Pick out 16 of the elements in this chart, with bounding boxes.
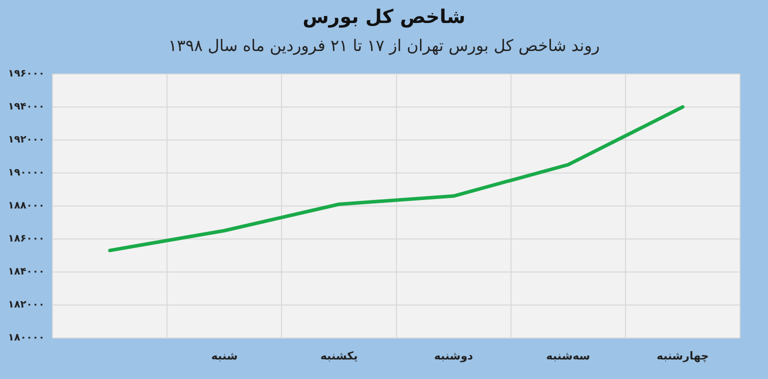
y-tick-label: ۱۹۴۰۰۰: [8, 102, 45, 113]
x-tick-label: سه‌شنبه: [546, 349, 590, 362]
y-tick-label: ۱۸۸۰۰۰: [8, 200, 45, 212]
y-tick-label: ۱۸۴۰۰۰: [8, 266, 45, 278]
x-tick-label: یکشنبه: [320, 349, 358, 362]
y-tick-label: ۱۹۶۰۰۰: [8, 68, 45, 80]
y-tick-label: ۱۸۲۰۰۰: [8, 299, 45, 310]
x-tick-label: دوشنبه: [434, 349, 474, 362]
x-tick-label: شنبه: [211, 349, 238, 362]
x-tick-label: چهارشنبه: [656, 349, 709, 362]
chart-title: شاخص کل بورس: [302, 6, 466, 28]
y-tick-label: ۱۸۶۰۰۰: [8, 233, 45, 244]
y-tick-label: ۱۸۰۰۰۰: [8, 332, 45, 344]
y-tick-label: ۱۹۲۰۰۰: [8, 134, 45, 146]
chart-subtitle: روند شاخص کل بورس تهران از ۱۷ تا ۲۱ فروردین ماه سال ۱۳۹۸: [167, 36, 601, 55]
y-tick-label: ۱۹۰۰۰۰: [8, 168, 45, 179]
